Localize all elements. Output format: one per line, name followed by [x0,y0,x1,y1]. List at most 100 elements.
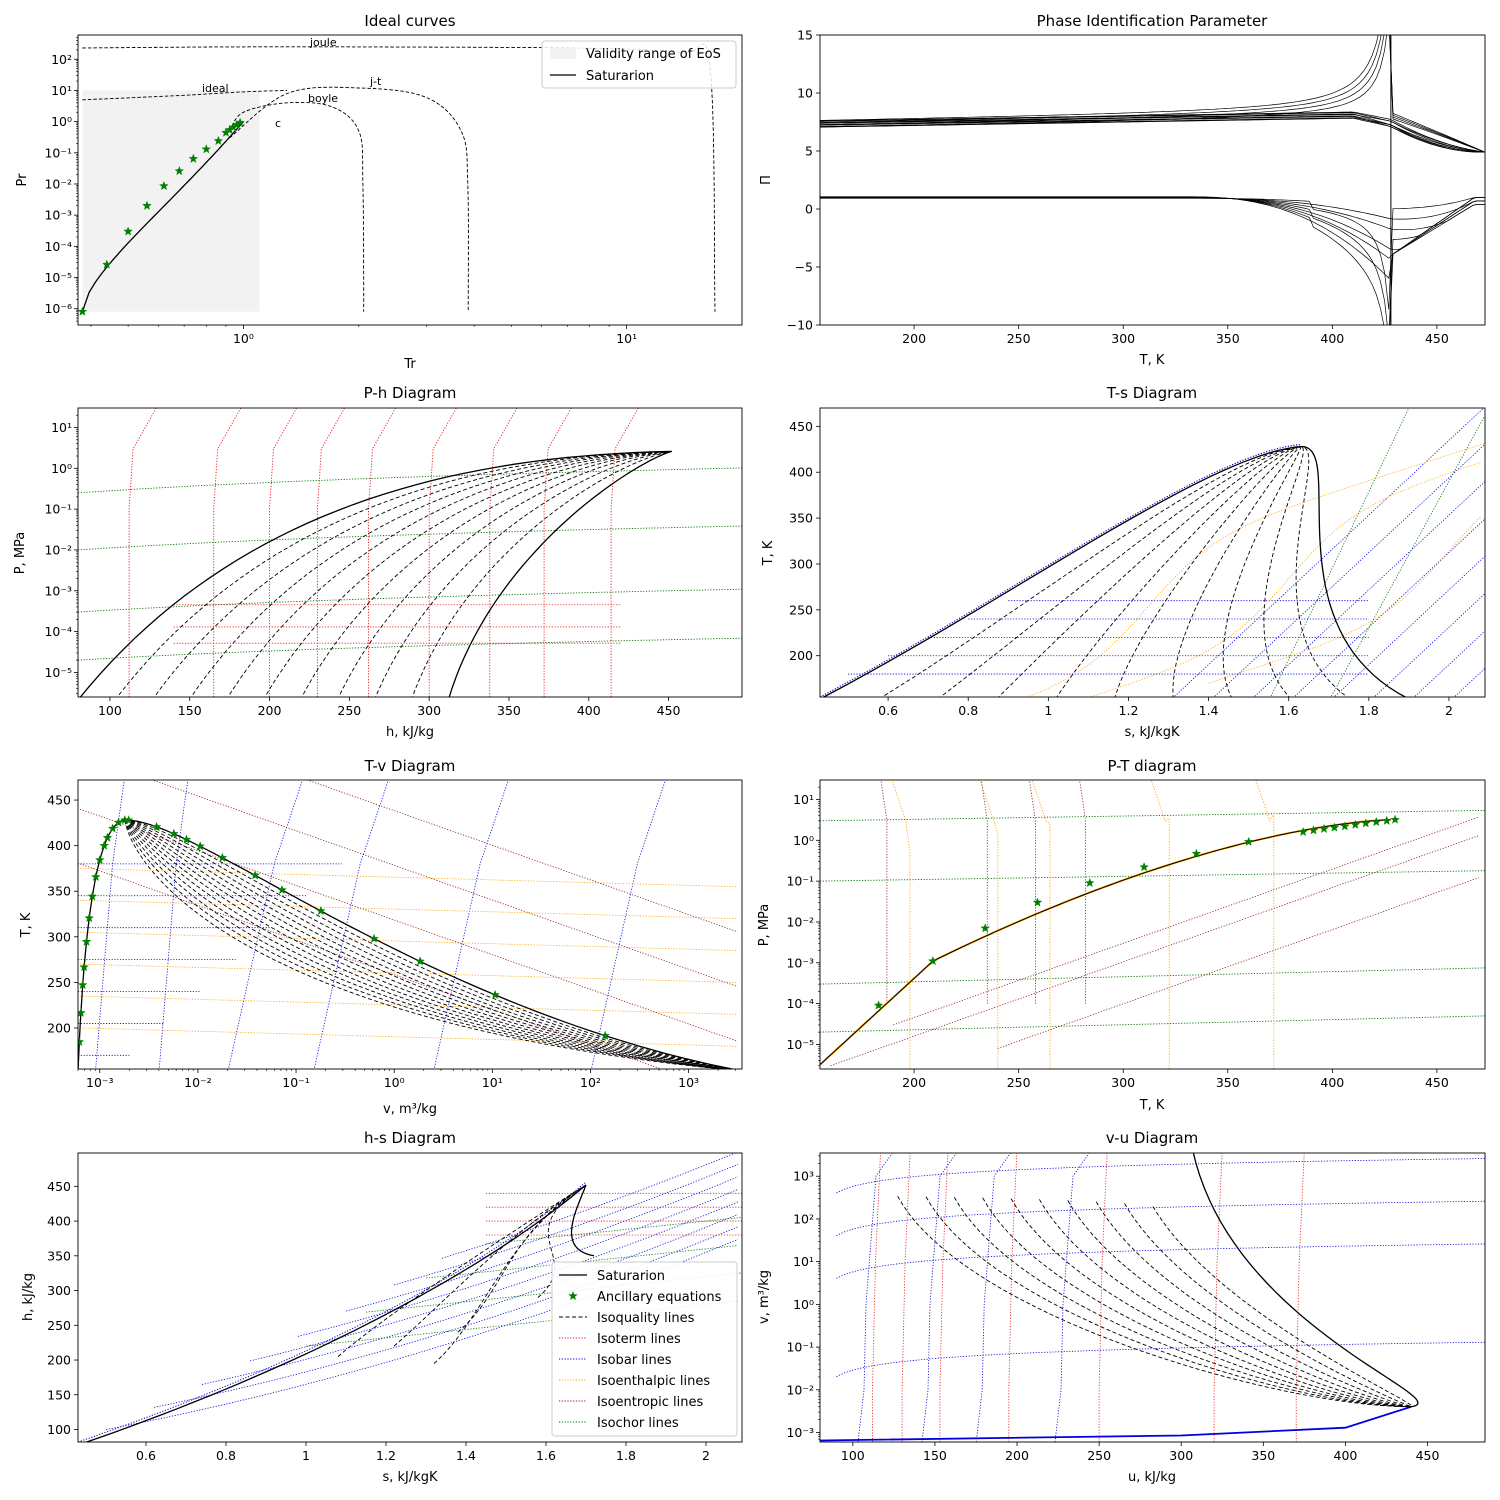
hs-xtick-label: 0.8 [216,1448,236,1463]
ideal-saturation-line [81,121,244,312]
ph-isotherm-line [428,408,457,697]
pip-ytick-label: 15 [797,28,813,43]
hs-xtick-label: 1 [302,1448,310,1463]
tv-isoquality-line [124,819,732,1069]
tv-title: T-v Diagram [364,757,456,775]
pt-isenthalpic-line [1150,780,1170,1069]
pt-saturation-line [820,819,1391,1066]
vu-isobar-line [836,1341,1485,1377]
ideal-annotation-c: c [275,117,281,130]
ts-isobar-line [1213,443,1485,697]
hs-isobar-line [201,1214,739,1385]
vu-isoquality-line [953,1196,1412,1408]
tv-ancillary-point [78,1036,85,1047]
vu-isobar-line [836,1200,1485,1236]
ts-isoquality-line [881,446,1301,697]
pip-curve-lower [820,197,1485,325]
hs-isobar-liquid [78,1181,587,1442]
hs-isobar-line [441,1153,737,1259]
hs-ytick-label: 350 [47,1248,71,1263]
pt-ytick-label: 10⁻¹ [786,874,814,889]
tv-ytick-label: 200 [47,1020,71,1035]
tv-ancillary-point [181,834,192,844]
ts-xtick-label: 1.8 [1359,703,1379,718]
tv-isoquality-line [124,819,731,1069]
ph-isochor-line [78,637,742,661]
ideal-ytick-label: 10⁻⁵ [44,270,72,285]
ph-isotherm-line [128,408,157,697]
vu-axes: v-u Diagram u, kJ/kg v, m³/kg 100 150 200 2… [757,1129,1486,1485]
ideal-ancillary-point [174,165,185,176]
ph-frame [77,407,743,698]
tv-xtick-label: 10² [580,1075,601,1090]
ph-ytick-label: 10⁻³ [44,583,72,598]
ts-xtick-label: 1 [1044,703,1052,718]
ts-ytick-label: 250 [789,602,813,617]
pip-curve-upper [820,117,1485,153]
hs-isobar-line [105,1239,739,1430]
hs-xtick-label: 2 [702,1448,710,1463]
vu-isobar-vertical [1054,1153,1090,1442]
ts-isoquality-line [1295,446,1349,697]
tv-ancillary-point [600,1030,611,1040]
tv-ancillary-point [107,823,118,833]
tv-ancillary-point [277,884,287,895]
pip-curve-upper [820,116,1485,153]
ts-ytick-label: 300 [789,556,813,571]
ideal-ytick-label: 10⁰ [51,114,72,129]
ph-saturation-vapor [448,450,672,697]
ideal-ylabel: Pr [15,173,30,187]
tv-xtick-label: 10⁻² [184,1075,212,1090]
tv-ancillary-point [151,821,162,831]
vu-ytick-label: 10³ [793,1169,814,1184]
pip-xtick-label: 300 [1111,331,1135,346]
tv-ancillary-point [369,933,379,943]
vu-ytick-label: 10⁻¹ [786,1340,814,1355]
hs-isoquality-line [337,1184,587,1357]
pip-xlabel: T, K [1139,353,1165,368]
pip-frame [819,34,1486,326]
pt-isochor-line [820,1015,1485,1033]
ideal-legend: Validity range of EoS Saturarion [541,40,737,89]
vu-xtick-label: 300 [1169,1448,1193,1463]
tv-isobar-line [158,780,189,1069]
ph-isoquality-line [116,450,672,697]
pt-ancillary-point [1329,822,1340,832]
ph-axes: P-h Diagram h, kJ/kg P, MPa 100 150 200 250… [13,384,743,740]
tv-isoquality-line [124,819,733,1069]
ts-axes: T-s Diagram s, kJ/kgK T, K 0.6 0.8 1 1.2 1.4… [761,384,1500,740]
tv-isoquality-line [124,820,726,1069]
pip-ylabel: Π [759,175,774,185]
tv-isoquality-line [124,819,733,1069]
ideal-ancillary-point [159,180,169,191]
ideal-xtick-label: 10⁰ [233,331,254,346]
tv-isenthalpic-line [80,868,738,888]
pip-xtick-label: 450 [1425,331,1449,346]
ts-isenthalpic-line [1208,516,1482,684]
ph-isotherm-line [543,408,572,697]
ts-xtick-label: 1.4 [1199,703,1219,718]
ideal-title: Ideal curves [364,12,455,30]
ideal-annotation-ideal: ideal [202,82,229,95]
pt-ancillary-point [1350,819,1361,829]
vu-title: v-u Diagram [1106,1129,1199,1147]
vu-isotherm-line [1098,1153,1108,1442]
pip-curve-upper [820,115,1485,153]
ideal-curve-ideal [82,89,288,101]
pt-isentropic-vertical [1029,780,1036,1004]
pt-isenthalpic-saturation [820,818,1391,1066]
vu-saturation-vapor [1192,1153,1419,1408]
tv-ancillary-point [195,841,205,851]
pip-curve-lower [820,197,1485,310]
tv-ancillary-point [113,817,124,827]
vu-isobar-vertical [857,1153,893,1442]
vu-isoquality-line [982,1197,1412,1408]
pip-ytick-label: 5 [805,144,813,159]
ts-isenthalpic-line [1088,461,1482,697]
ts-isobar-line [1489,403,1500,702]
ideal-annotation-jt: j-t [369,75,382,88]
tv-isobar-line [313,780,389,1069]
tv-ancillary-point [94,854,105,865]
tv-ancillary-point [250,870,260,880]
pt-ancillary-point [1340,821,1350,831]
